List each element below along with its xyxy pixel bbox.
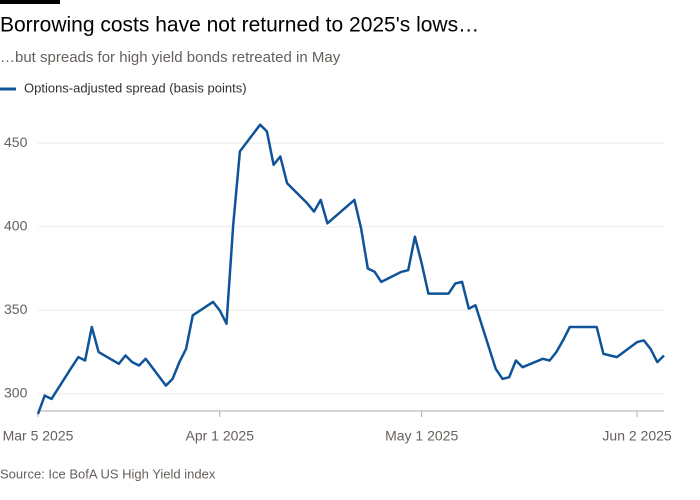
chart-subtitle: …but spreads for high yield bonds retrea… — [0, 49, 341, 66]
legend-label: Options-adjusted spread (basis points) — [24, 80, 247, 95]
y-tick-label: 350 — [4, 301, 28, 317]
x-tick-label: Jun 2 2025 — [602, 428, 671, 444]
brand-bar — [0, 0, 60, 4]
x-tick-label: May 1 2025 — [385, 428, 458, 444]
y-tick-label: 400 — [4, 217, 28, 233]
chart-title: Borrowing costs have not returned to 202… — [0, 14, 479, 37]
source-note: Source: Ice BofA US High Yield index — [0, 466, 216, 481]
x-tick-label: Apr 1 2025 — [185, 428, 254, 444]
series-line — [36, 123, 665, 415]
x-tick-label: Mar 5 2025 — [3, 428, 74, 444]
y-tick-label: 300 — [4, 385, 28, 401]
y-tick-label: 450 — [4, 134, 28, 150]
